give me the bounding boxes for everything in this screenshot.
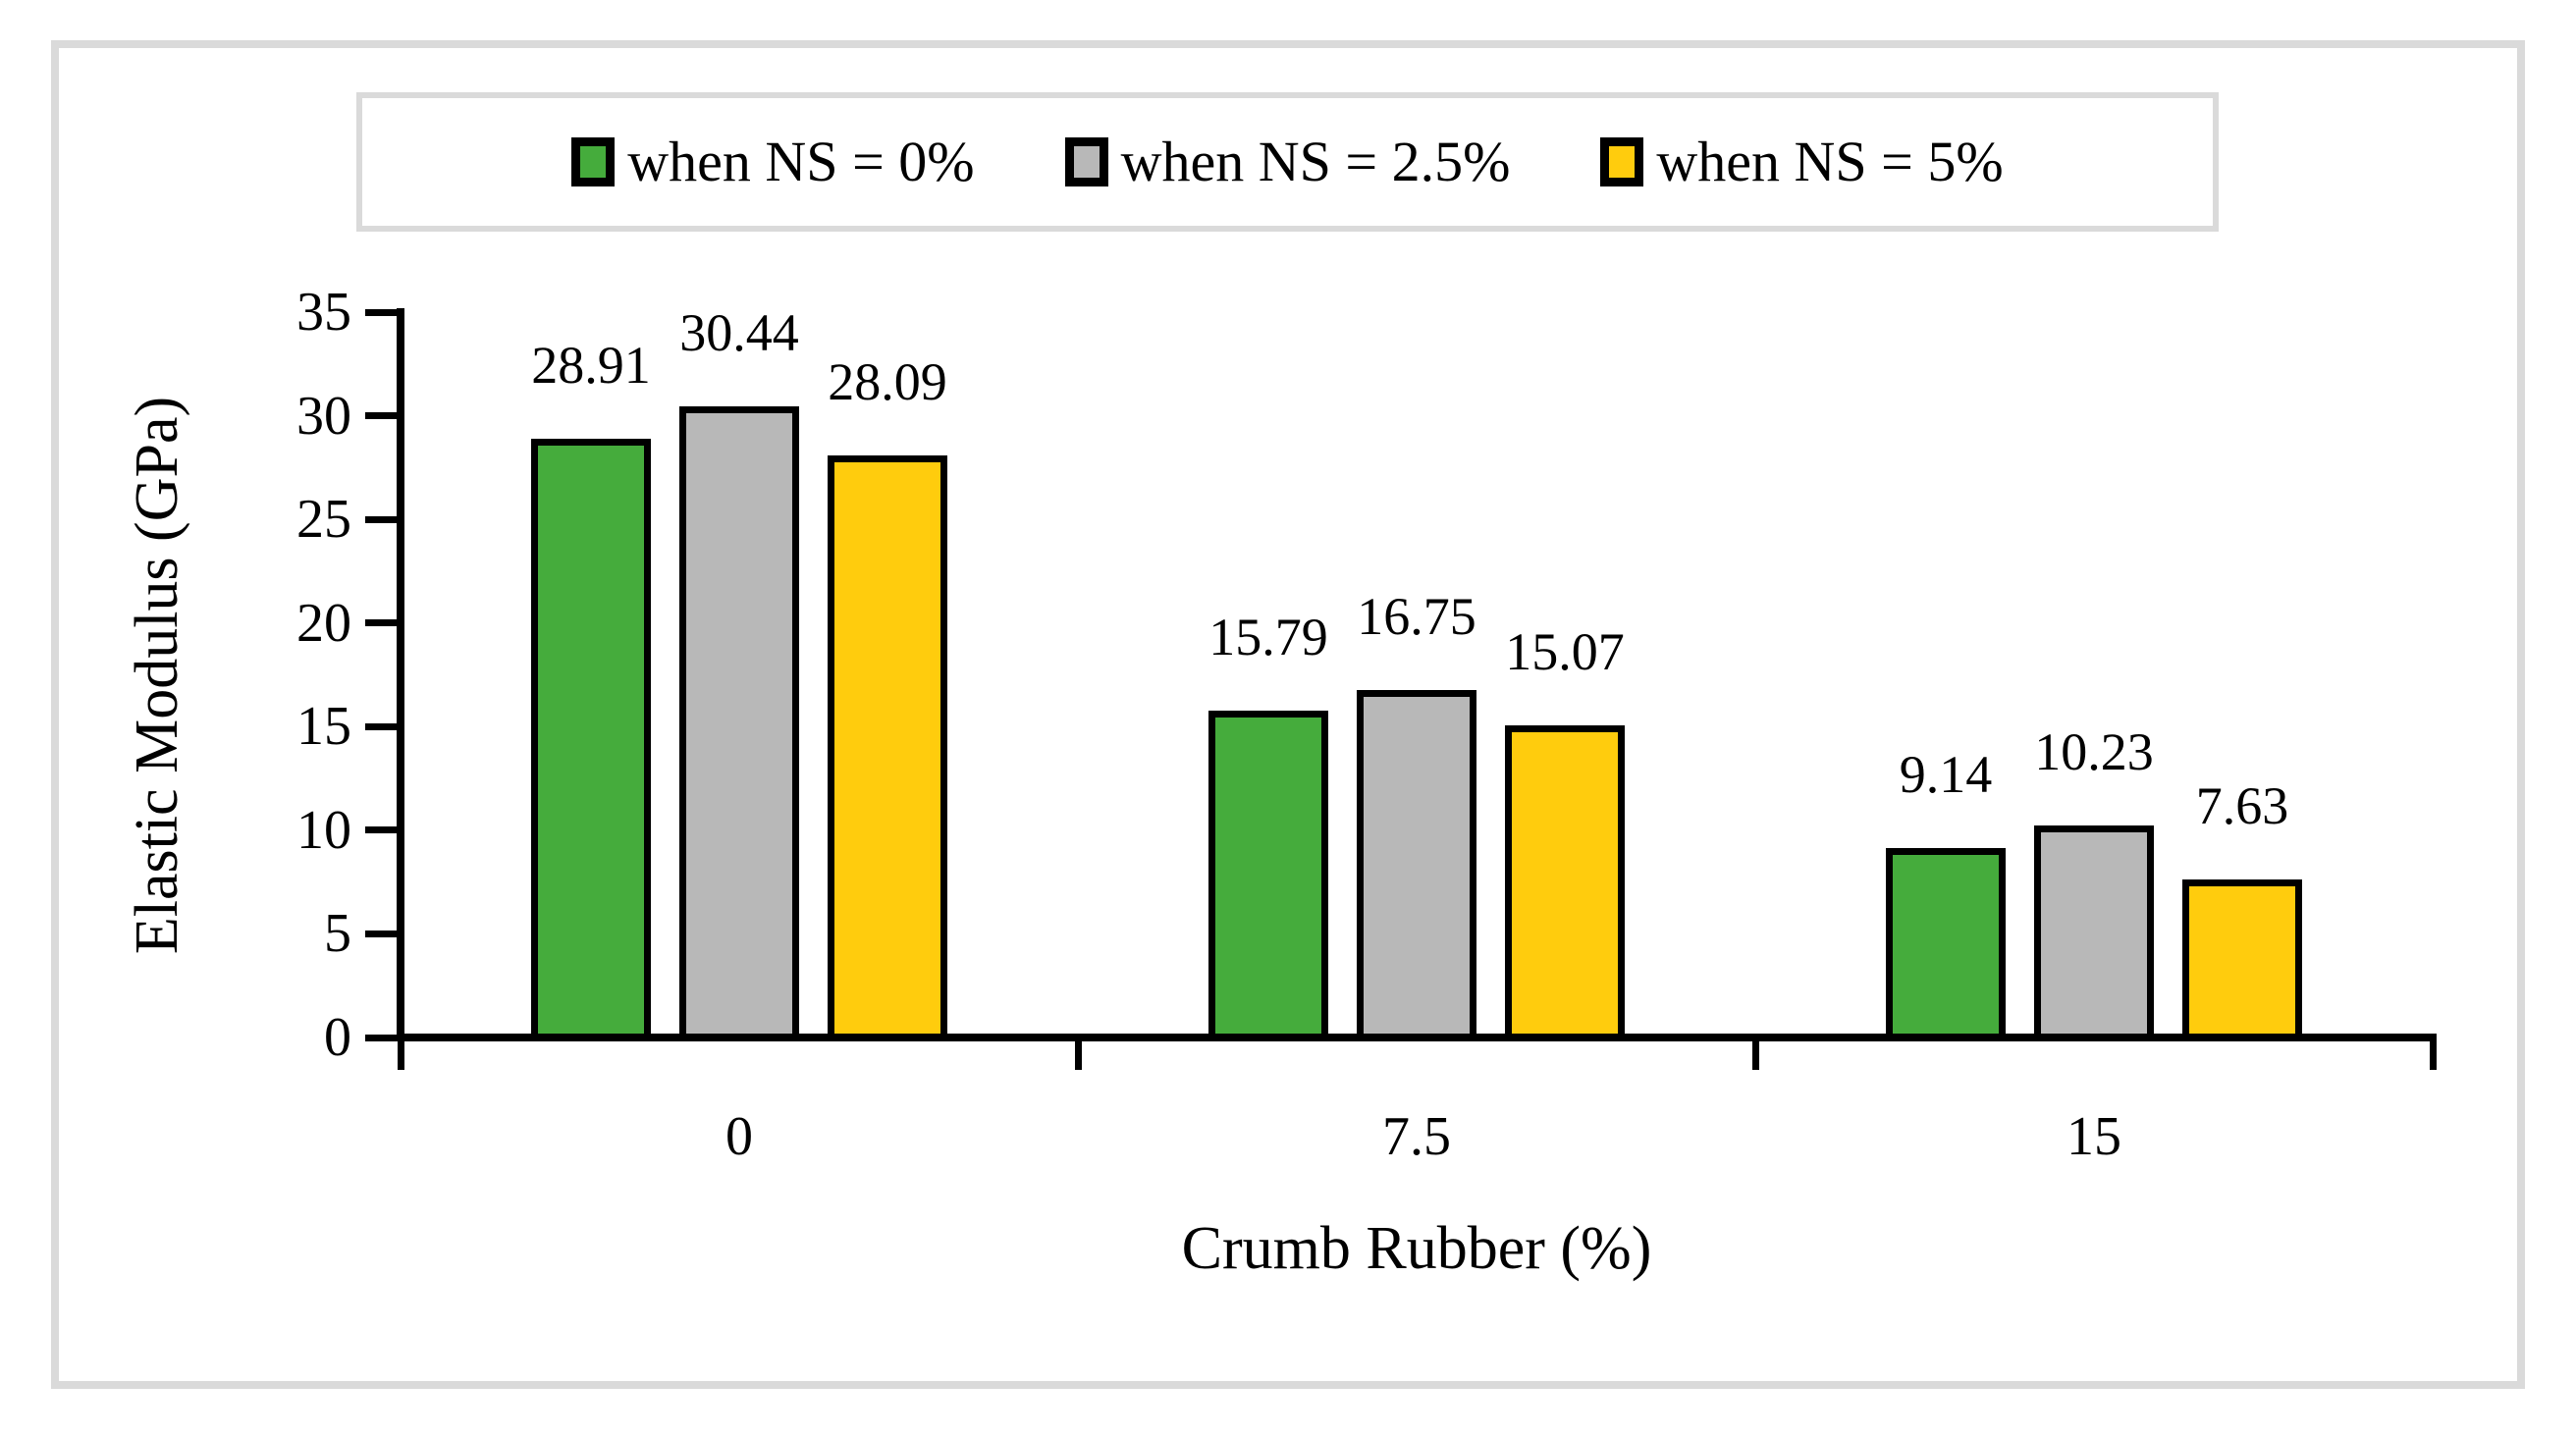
y-tick-label: 35 <box>296 282 351 343</box>
y-tick <box>365 412 401 420</box>
x-category-label: 0 <box>725 1106 753 1167</box>
bar-value-label: 16.75 <box>1357 587 1476 647</box>
y-tick-label: 25 <box>296 489 351 551</box>
bar-when-ns-0--cr0 <box>531 438 651 1041</box>
legend-swatch-ns-2-5 <box>1064 137 1108 186</box>
bar-when-ns-0--cr15 <box>1886 848 2006 1041</box>
x-axis-title: Crumb Rubber (%) <box>1181 1215 1652 1282</box>
bar-value-label: 7.63 <box>2195 775 2289 835</box>
legend: when NS = 0% when NS = 2.5% when NS = 5% <box>356 92 2219 232</box>
y-tick <box>365 308 401 316</box>
bar-when-ns-5--cr15 <box>2182 878 2302 1041</box>
x-tick <box>1751 1037 1759 1070</box>
legend-label-ns-5: when NS = 5% <box>1656 130 2004 193</box>
legend-label-ns-2-5: when NS = 2.5% <box>1120 130 1511 193</box>
y-tick <box>365 826 401 834</box>
legend-swatch-ns-0 <box>571 137 616 186</box>
legend-label-ns-0: when NS = 0% <box>627 130 975 193</box>
y-tick-label: 20 <box>296 592 351 654</box>
y-axis-title: Elastic Modulus (GPa) <box>124 396 190 955</box>
x-category-label: 7.5 <box>1382 1106 1451 1167</box>
y-tick <box>365 1034 401 1041</box>
y-tick <box>365 515 401 523</box>
bar-value-label: 28.09 <box>828 351 947 411</box>
legend-item-ns-5: when NS = 5% <box>1600 130 2004 193</box>
bar-value-label: 15.07 <box>1505 621 1625 681</box>
y-tick-label: 30 <box>296 385 351 447</box>
bar-value-label: 30.44 <box>679 303 799 363</box>
y-tick-label: 5 <box>324 903 351 965</box>
y-tick <box>365 619 401 627</box>
legend-item-ns-2-5: when NS = 2.5% <box>1064 130 1511 193</box>
x-tick <box>397 1037 404 1070</box>
y-tick-label: 15 <box>296 696 351 758</box>
x-axis-line <box>397 1034 2437 1041</box>
y-tick <box>365 722 401 730</box>
bar-when-ns-5--cr0 <box>828 454 947 1041</box>
x-category-label: 15 <box>2066 1106 2121 1167</box>
y-tick <box>365 930 401 937</box>
x-tick <box>1074 1037 1082 1070</box>
y-axis-line <box>397 308 404 1041</box>
bar-value-label: 9.14 <box>1899 745 1993 804</box>
legend-swatch-ns-5 <box>1600 137 1644 186</box>
bar-value-label: 28.91 <box>531 335 651 395</box>
bar-when-ns-2.5--cr7.5 <box>1357 690 1476 1041</box>
bar-value-label: 10.23 <box>2034 722 2154 781</box>
bar-when-ns-5--cr7.5 <box>1505 724 1625 1041</box>
bar-value-label: 15.79 <box>1208 607 1328 666</box>
bar-when-ns-0--cr7.5 <box>1208 710 1328 1041</box>
x-tick <box>2429 1037 2437 1070</box>
legend-item-ns-0: when NS = 0% <box>571 130 975 193</box>
bar-when-ns-2.5--cr15 <box>2034 825 2154 1041</box>
y-tick-label: 0 <box>324 1007 351 1068</box>
bar-when-ns-2.5--cr0 <box>679 406 799 1041</box>
y-tick-label: 10 <box>296 799 351 861</box>
